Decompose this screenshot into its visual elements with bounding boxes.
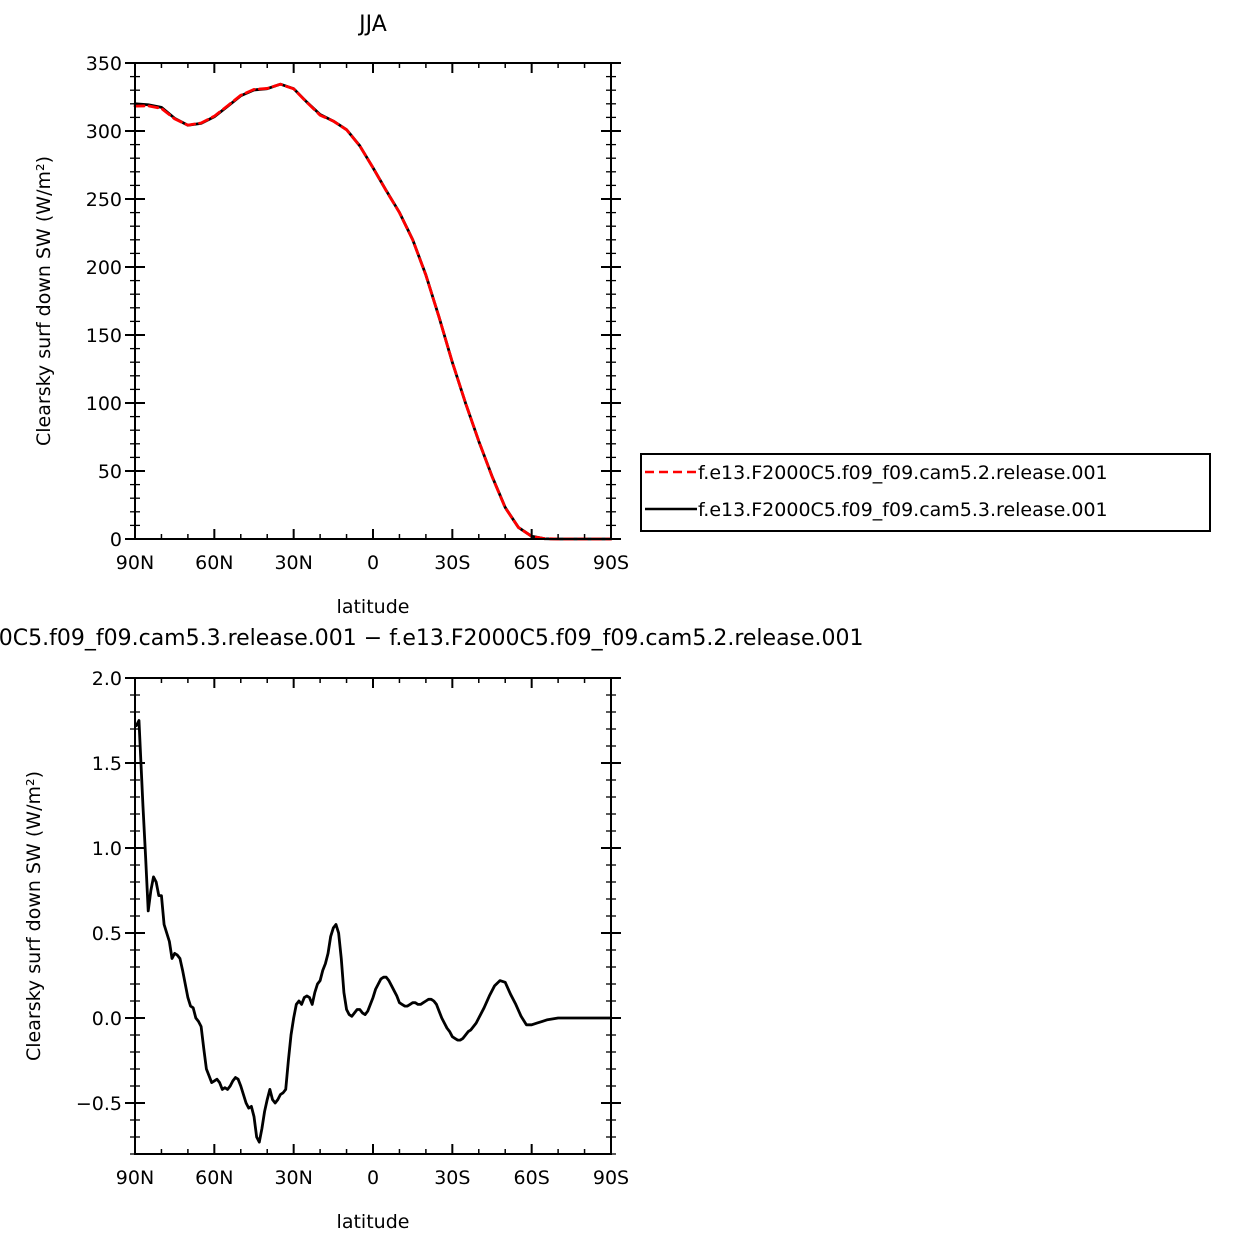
y-tick-label: 150	[86, 325, 122, 347]
bottom-title: f.e13.F2000C5.f09_f09.cam5.3.release.001…	[0, 626, 864, 651]
x-tick-label: 60S	[514, 1167, 550, 1189]
top-plot-frame	[134, 62, 612, 540]
legend-label-cam52: f.e13.F2000C5.f09_f09.cam5.2.release.001	[698, 462, 1108, 484]
x-tick-label: 60N	[195, 552, 233, 574]
bottom-axis-ticks: 90N 60N 30N 0 30S 60S 90S −0.5 0.0 0.5 1.0 1.5 2.0	[76, 668, 629, 1189]
x-tick-label: 30N	[274, 552, 312, 574]
legend-item-cam52: f.e13.F2000C5.f09_f09.cam5.2.release.001	[645, 462, 1108, 484]
x-tick-label: 30S	[434, 1167, 470, 1189]
x-tick-label: 90N	[116, 552, 154, 574]
y-tick-label: 0	[110, 529, 122, 551]
x-tick-label: 60S	[514, 552, 550, 574]
top-legend: f.e13.F2000C5.f09_f09.cam5.2.release.001…	[640, 453, 1211, 532]
y-tick-label: 0.5	[92, 923, 122, 945]
bottom-ylabel: Clearsky surf down SW (W/m²)	[23, 771, 45, 1061]
top-title: JJA	[357, 12, 387, 37]
series-line-1-0	[134, 719, 613, 1144]
y-tick-label: 200	[86, 257, 122, 279]
x-tick-label: 0	[367, 552, 379, 574]
bottom-xlabel: latitude	[337, 1211, 410, 1233]
y-tick-label: 0.0	[92, 1008, 122, 1030]
y-tick-label: 1.0	[92, 838, 122, 860]
y-tick-label: 50	[98, 461, 122, 483]
x-tick-label: 90N	[116, 1167, 154, 1189]
x-tick-label: 90S	[593, 1167, 629, 1189]
top-series-group	[133, 82, 613, 541]
bottom-plot-frame	[134, 677, 612, 1155]
x-tick-label: 0	[367, 1167, 379, 1189]
y-tick-label: 350	[86, 53, 122, 75]
top-axis-ticks: 90N 60N 30N 0 30S 60S 90S 0 50 100 150 200 250 300 350	[86, 53, 629, 574]
y-tick-label: −0.5	[76, 1093, 122, 1115]
legend-item-cam53: f.e13.F2000C5.f09_f09.cam5.3.release.001	[645, 499, 1108, 521]
top-xlabel: latitude	[337, 596, 410, 618]
x-tick-label: 90S	[593, 552, 629, 574]
y-tick-label: 100	[86, 393, 122, 415]
y-tick-label: 2.0	[92, 668, 122, 690]
bottom-series-group	[134, 719, 613, 1144]
legend-box	[640, 453, 1211, 532]
series-line-0-0	[133, 82, 613, 541]
y-tick-label: 1.5	[92, 753, 122, 775]
y-tick-label: 250	[86, 189, 122, 211]
top-ylabel: Clearsky surf down SW (W/m²)	[33, 156, 55, 446]
legend-label-cam53: f.e13.F2000C5.f09_f09.cam5.3.release.001	[698, 499, 1108, 521]
y-tick-label: 300	[86, 121, 122, 143]
bottom-panel: f.e13.F2000C5.f09_f09.cam5.3.release.001…	[0, 626, 864, 1233]
series-line-0-1	[133, 82, 613, 541]
x-tick-label: 30S	[434, 552, 470, 574]
x-tick-label: 30N	[274, 1167, 312, 1189]
top-panel: JJA 90N 60N 30N 0 30S 60S 90S 0 50 100 150 200 250 30…	[33, 12, 1211, 618]
x-tick-label: 60N	[195, 1167, 233, 1189]
